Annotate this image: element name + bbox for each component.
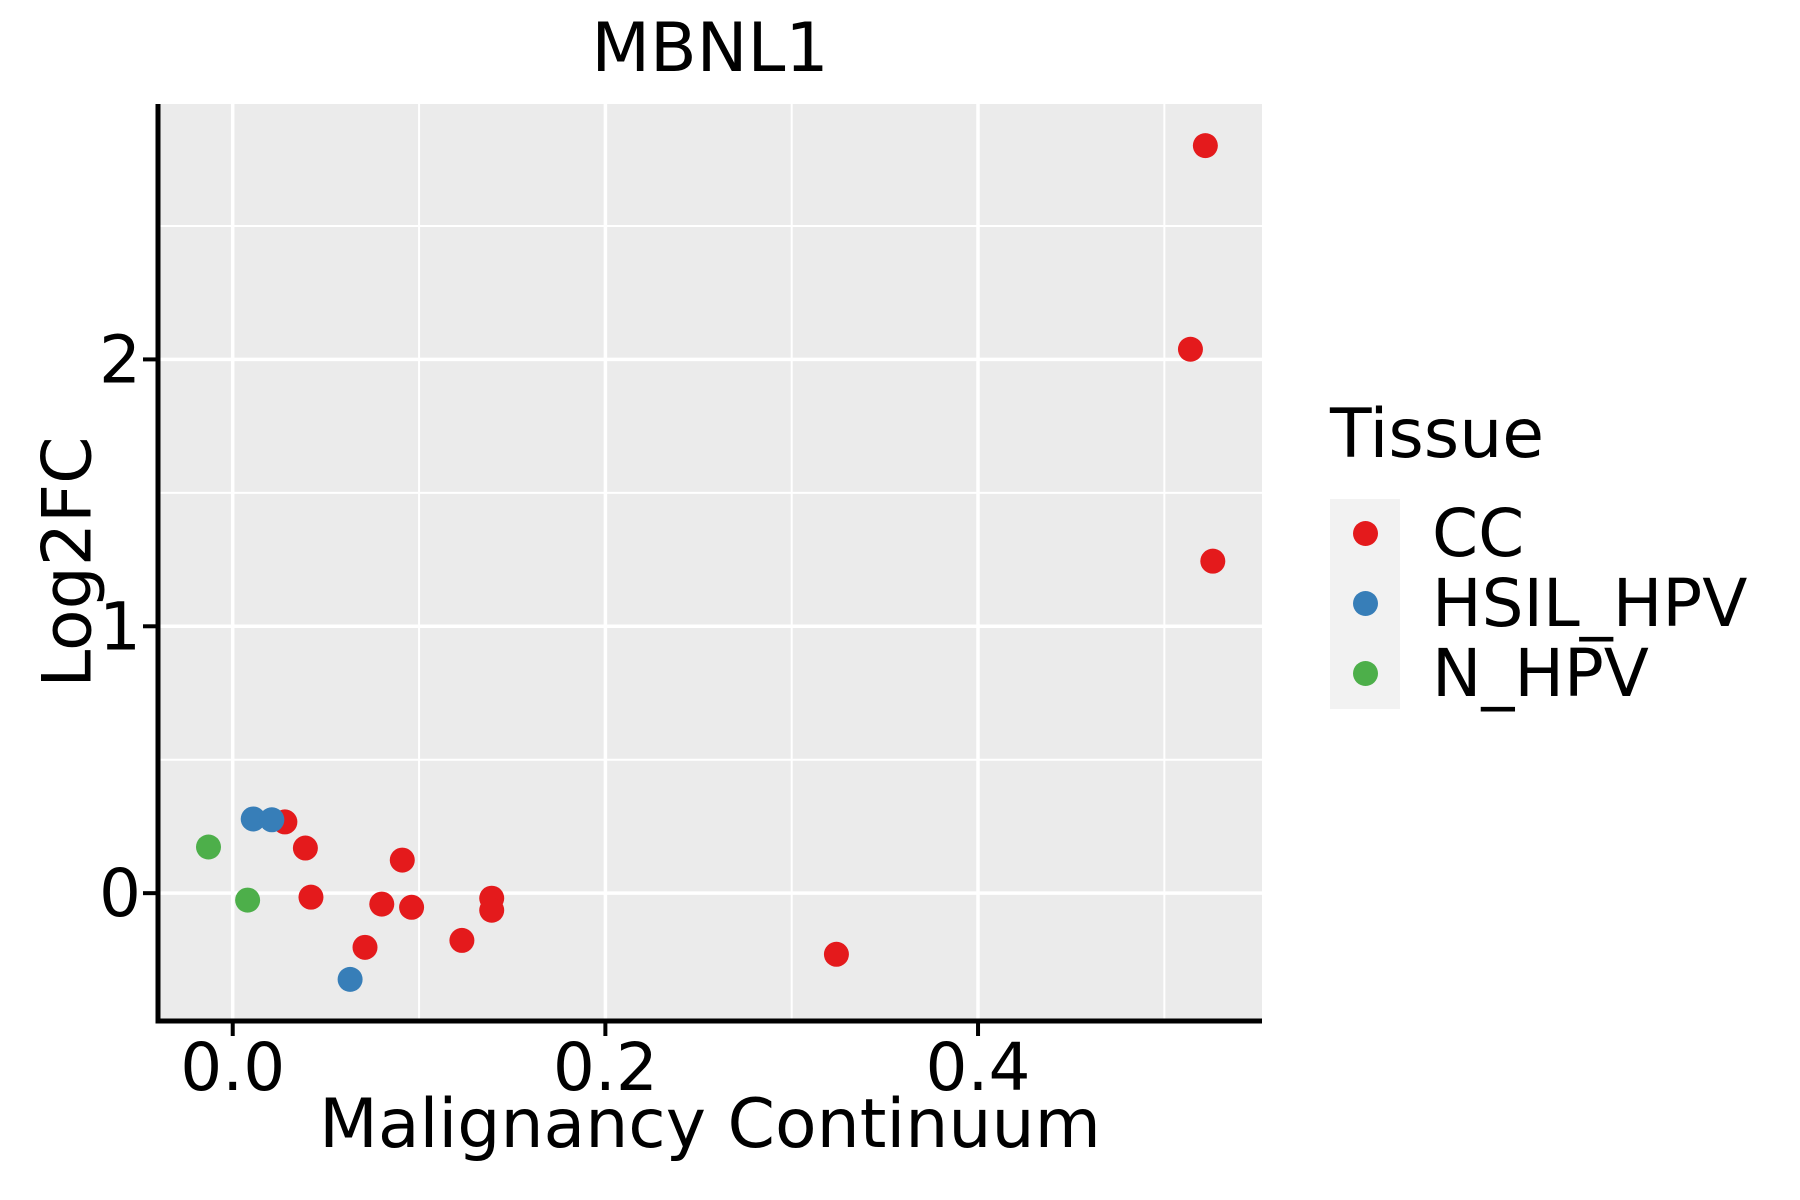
x-tick-label: 0.4 [926, 1029, 1031, 1106]
legend-item-n-hpv: N_HPV [1330, 635, 1747, 712]
data-point-CC [369, 891, 395, 917]
x-axis-title: Malignancy Continuum [319, 1085, 1101, 1164]
legend-key [1330, 568, 1400, 639]
y-axis-title: Log2FC [28, 436, 108, 688]
legend: Tissue CC HSIL_HPV N_HPV [1330, 395, 1747, 712]
plot-title: MBNL1 [591, 9, 829, 88]
data-point-HSIL_HPV [337, 966, 363, 992]
y-tick-label: 1 [99, 588, 141, 665]
legend-label: CC [1432, 495, 1525, 573]
data-point-CC [823, 941, 849, 967]
data-point-CC [292, 835, 318, 861]
n-hpv-dot-icon [1352, 661, 1378, 687]
data-point-HSIL_HPV [259, 807, 285, 833]
legend-label: HSIL_HPV [1432, 565, 1748, 643]
legend-key [1330, 638, 1400, 709]
legend-title: Tissue [1330, 395, 1545, 474]
data-point-CC [298, 884, 324, 910]
legend-label: N_HPV [1432, 635, 1649, 713]
legend-item-cc: CC [1330, 495, 1747, 572]
data-point-N_HPV [195, 834, 221, 860]
data-point-CC [352, 934, 378, 960]
data-point-CC [1200, 548, 1226, 574]
data-point-CC [389, 847, 415, 873]
data-point-CC [1192, 133, 1218, 159]
legend-item-hsil-hpv: HSIL_HPV [1330, 565, 1747, 642]
data-point-HSIL_HPV [240, 806, 266, 832]
panel-background [158, 104, 1262, 1021]
data-point-CC [449, 927, 475, 953]
cc-dot-icon [1352, 521, 1378, 547]
hsil-hpv-dot-icon [1352, 591, 1378, 617]
y-tick-label: 0 [99, 855, 141, 932]
x-tick-label: 0.2 [553, 1029, 658, 1106]
x-tick-label: 0.0 [180, 1029, 285, 1106]
y-tick-label: 2 [99, 321, 141, 398]
data-point-CC [479, 897, 505, 923]
legend-key [1330, 498, 1400, 569]
data-point-N_HPV [235, 887, 261, 913]
data-point-CC [1177, 336, 1203, 362]
data-point-CC [399, 894, 425, 920]
